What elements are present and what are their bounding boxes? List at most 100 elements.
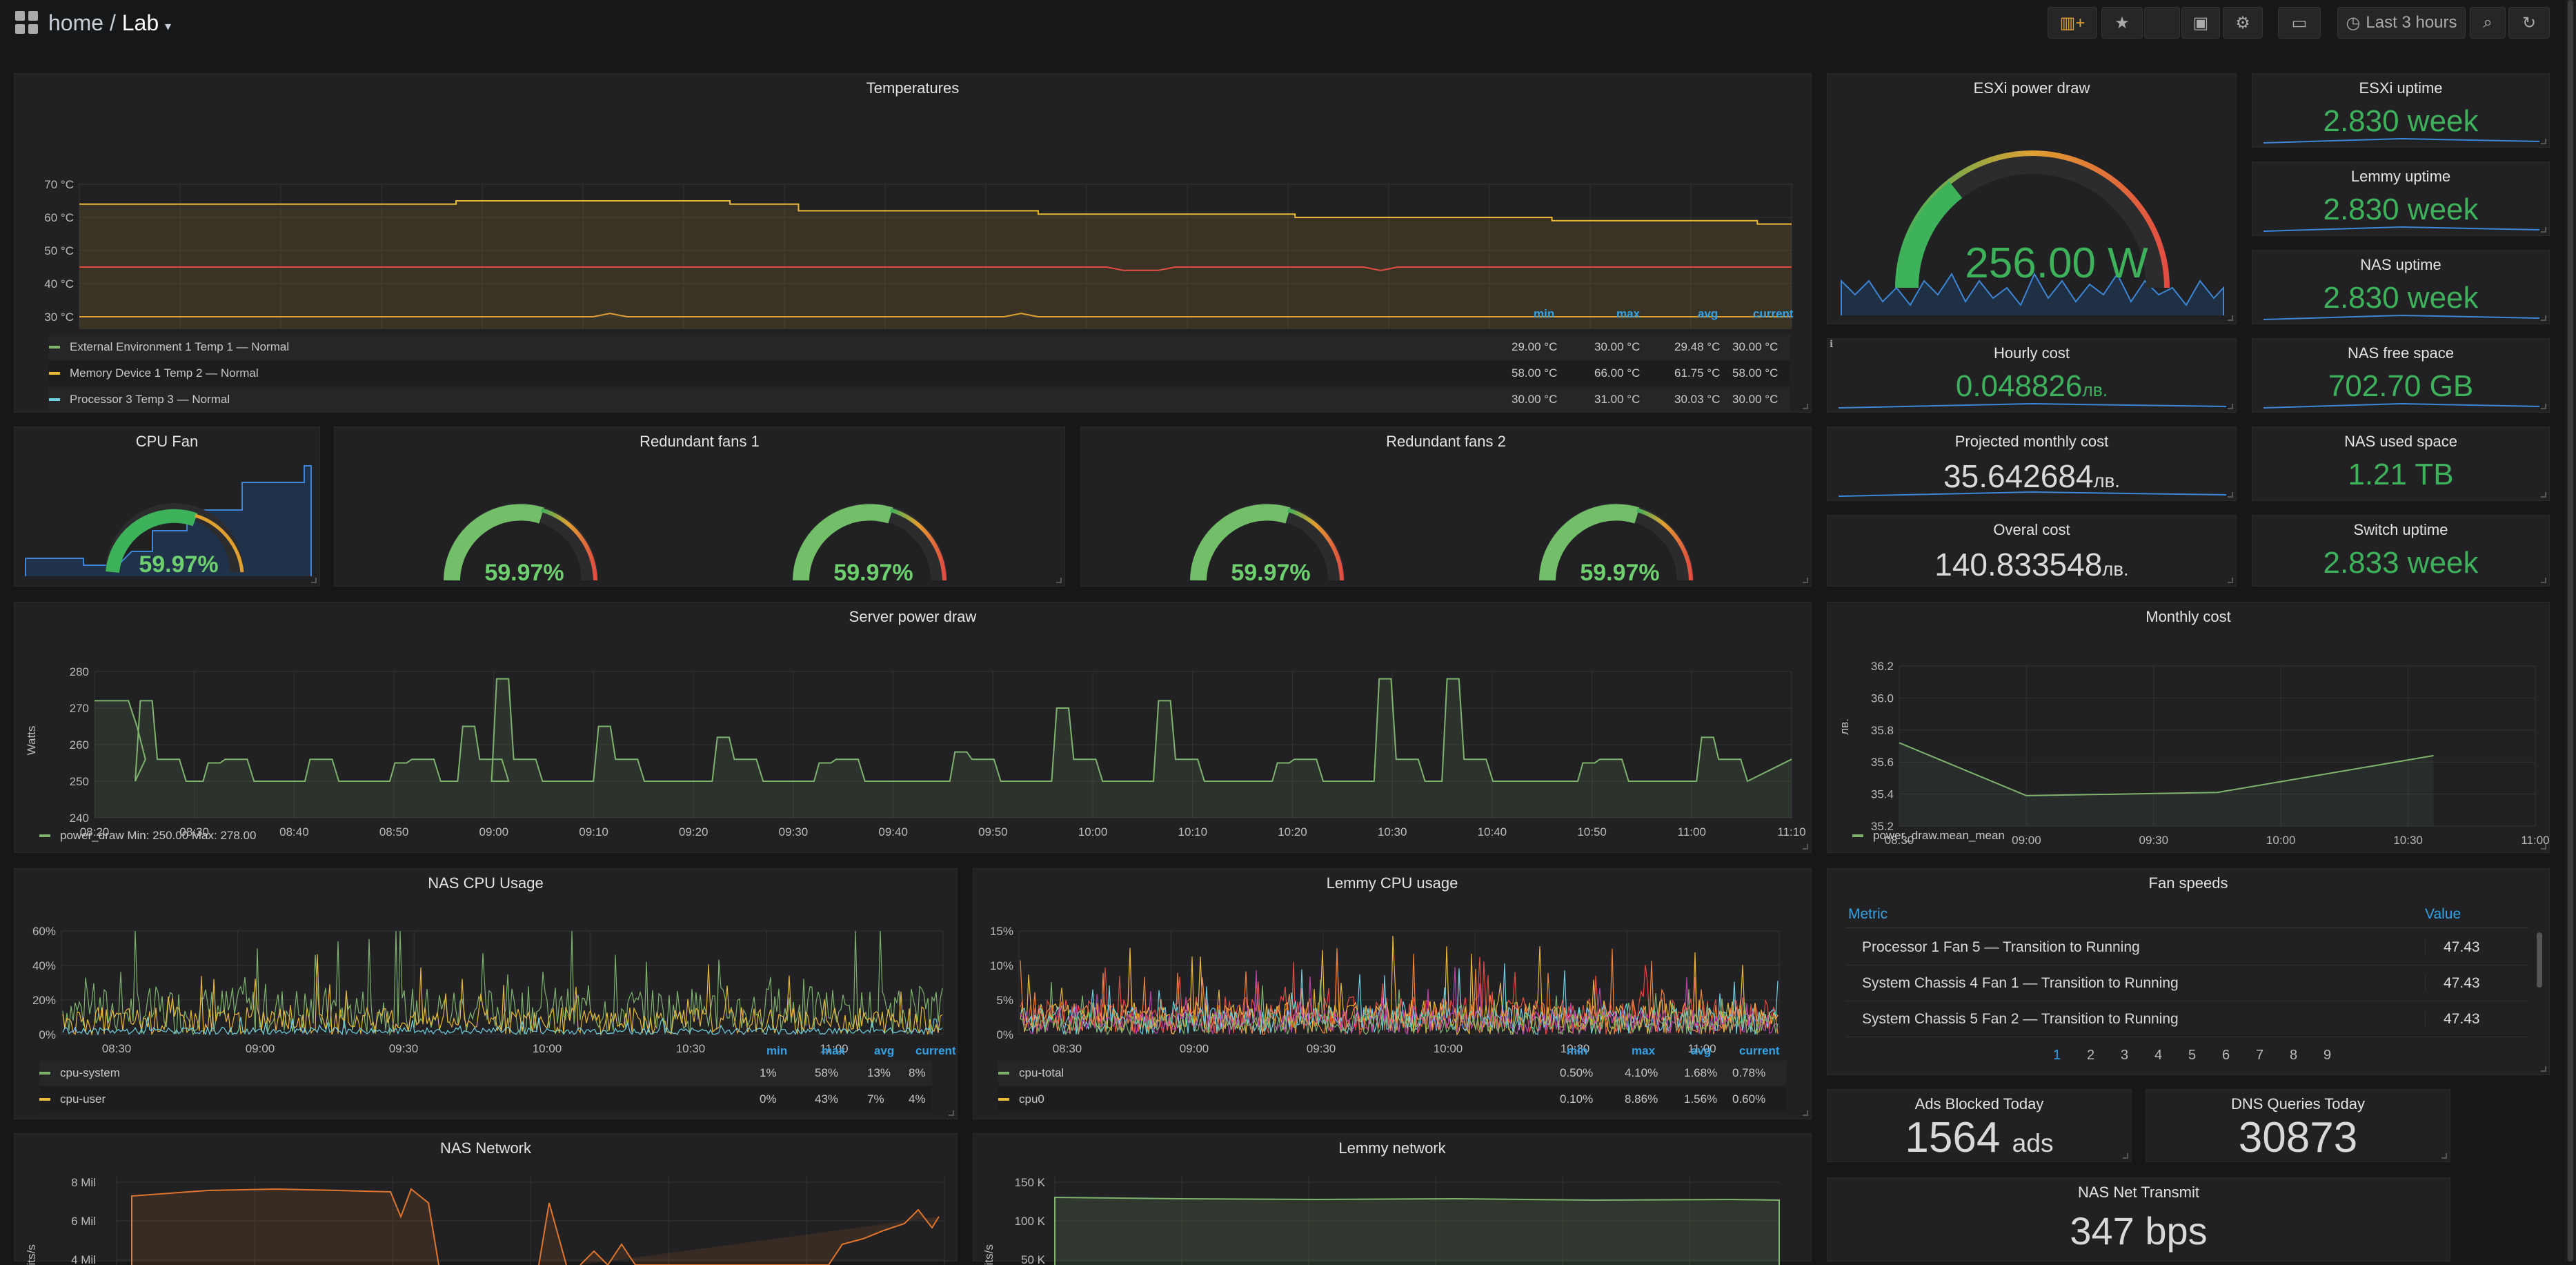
column-header-metric[interactable]: Metric — [1848, 905, 1888, 922]
legend-item[interactable]: Processor 3 Temp 3 — Normal 30.00 °C 31.00… — [49, 387, 1790, 412]
pagination-page-6[interactable]: 6 — [2222, 1048, 2230, 1063]
table-scrollbar[interactable] — [2537, 932, 2542, 988]
lemmy-cpu-chart[interactable]: 15% 10% 5% 0% 08:30 09:00 09:30 10:00 10:30 11:00 — [973, 896, 1812, 1069]
column-header-value[interactable]: Value — [2425, 905, 2461, 922]
pagination-page-4[interactable]: 4 — [2154, 1048, 2163, 1063]
stat-number: 702.70 GB — [2328, 369, 2474, 403]
y-tick-label: 0% — [996, 1028, 1013, 1041]
temperatures-chart[interactable]: 70 °C60 °C50 °C40 °C30 °C20 °C08:2008:30… — [14, 101, 1812, 329]
legend-header-max[interactable]: max — [1632, 1044, 1656, 1057]
pagination-page-5[interactable]: 5 — [2188, 1048, 2197, 1063]
breadcrumb-home[interactable]: home — [48, 10, 104, 35]
legend-header-avg[interactable]: avg — [874, 1044, 895, 1057]
fan-speeds-panel: Fan speeds Metric Value Processor 1 Fan … — [1827, 868, 2550, 1075]
share-button[interactable] — [2144, 7, 2180, 39]
pagination-page-3[interactable]: 3 — [2121, 1048, 2129, 1063]
resize-handle[interactable] — [2541, 578, 2546, 583]
legend-header-max[interactable]: max — [1616, 307, 1641, 320]
legend-avg: 29.48 °C — [1674, 340, 1721, 353]
resize-handle[interactable] — [2228, 404, 2233, 409]
y-axis-label: лв. — [1838, 718, 1851, 735]
resize-handle[interactable] — [2541, 1066, 2546, 1072]
resize-handle[interactable] — [2541, 227, 2546, 233]
add-panel-button[interactable]: ▥+ — [2048, 7, 2097, 39]
stat-number: 2.830 week — [2323, 104, 2479, 138]
table-row[interactable]: Processor 1 Fan 5 — Transition to Runnin… — [1845, 930, 2528, 965]
resize-handle[interactable] — [1803, 578, 1808, 583]
nas-cpu-chart[interactable]: 60% 40% 20% 0% 08:30 09:00 09:30 10:00 10:30 11:0… — [14, 896, 958, 1069]
pagination-page-8[interactable]: 8 — [2290, 1048, 2298, 1063]
nas-network-chart[interactable]: bits/s 8 Mil 6 Mil 4 Mil — [14, 1161, 958, 1265]
resize-handle[interactable] — [2123, 1153, 2128, 1159]
pagination-page-2[interactable]: 2 — [2087, 1048, 2095, 1063]
resize-handle[interactable] — [1803, 404, 1808, 409]
lemmy-uptime-panel: Lemmy uptime 2.830 week — [2252, 161, 2550, 236]
save-button[interactable]: ▣ — [2181, 7, 2220, 39]
legend-header-current[interactable]: current — [1739, 1044, 1780, 1057]
panel-title: NAS Network — [439, 1139, 532, 1157]
redundant-fans-2-panel: Redundant fans 2 59.97% 59.97% — [1080, 426, 1812, 587]
ads-blocked-value: 1564 ads — [1827, 1113, 2131, 1162]
legend-item[interactable]: power_draw Min: 250.00 Max: 278.00 — [39, 823, 256, 848]
legend-header-min[interactable]: min — [1567, 1044, 1588, 1057]
resize-handle[interactable] — [1056, 578, 1062, 583]
x-tick-label: 11:00 — [2521, 834, 2549, 847]
legend-header-min[interactable]: min — [1534, 307, 1555, 320]
chevron-down-icon[interactable]: ▾ — [165, 19, 172, 33]
cpu-series-line — [1020, 948, 1779, 1035]
resize-handle[interactable] — [2441, 1153, 2447, 1159]
legend-item[interactable]: cpu-total 0.50% 4.10% 1.68% 0.78% — [998, 1061, 1786, 1086]
legend-header-min[interactable]: min — [766, 1044, 788, 1057]
resize-handle[interactable] — [2228, 315, 2233, 321]
dashboard-title[interactable]: Lab — [121, 10, 159, 35]
scrollbar-thumb[interactable] — [2568, 0, 2573, 1262]
resize-handle[interactable] — [2541, 315, 2546, 321]
table-row[interactable]: System Chassis 4 Fan 1 — Transition to R… — [1845, 965, 2528, 1001]
resize-handle[interactable] — [1803, 844, 1808, 850]
resize-handle[interactable] — [2228, 492, 2233, 498]
time-picker-button[interactable]: ◷ Last 3 hours — [2337, 7, 2466, 39]
zoom-out-button[interactable]: ⌕ — [2470, 7, 2506, 39]
lemmy-network-chart[interactable]: bits/s 150 K 100 K 50 K — [973, 1161, 1812, 1265]
resize-handle[interactable] — [1803, 1110, 1808, 1116]
pagination-page-7[interactable]: 7 — [2256, 1048, 2264, 1063]
legend-item[interactable]: power_draw.mean_mean — [1852, 823, 2005, 848]
legend-item[interactable]: cpu0 0.10% 8.86% 1.56% 0.60% — [998, 1087, 1786, 1112]
settings-button[interactable]: ⚙ — [2223, 7, 2263, 39]
table-row[interactable]: System Chassis 5 Fan 2 — Transition to R… — [1845, 1001, 2528, 1037]
esxi-power-panel: ESXi power draw 256.00 W — [1827, 73, 2237, 324]
tv-mode-button[interactable]: ▭ — [2278, 7, 2321, 39]
resize-handle[interactable] — [2541, 404, 2546, 409]
x-tick-label: 08:40 — [279, 825, 309, 839]
legend-label: Memory Device 1 Temp 2 — Normal — [70, 366, 259, 380]
legend-item[interactable]: Memory Device 1 Temp 2 — Normal 58.00 °C 6… — [49, 361, 1790, 386]
legend-item[interactable]: cpu-user 0% 43% 7% 4% — [39, 1087, 932, 1112]
zoom-out-icon: ⌕ — [2483, 13, 2493, 32]
x-tick-label: 11:00 — [1678, 825, 1706, 839]
resize-handle[interactable] — [949, 1110, 954, 1116]
legend-item[interactable]: External Environment 1 Temp 1 — Normal 29… — [49, 335, 1790, 360]
legend-header-avg[interactable]: avg — [1691, 1044, 1712, 1057]
legend-header-current[interactable]: current — [1753, 307, 1794, 320]
refresh-button[interactable]: ↻ — [2508, 7, 2550, 39]
legend-current: 30.00 °C — [1732, 340, 1779, 353]
fan-gauge: 59.97% — [1539, 503, 1694, 586]
monthly-cost-chart[interactable]: лв. 36.2 36.0 35.8 35.6 35.4 35.208:30 09:00 09… — [1827, 630, 2550, 851]
resize-handle[interactable] — [2541, 844, 2546, 850]
resize-handle[interactable] — [311, 578, 317, 583]
page-scrollbar[interactable] — [2565, 0, 2576, 1262]
x-tick-label: 09:40 — [878, 825, 908, 839]
legend-header-current[interactable]: current — [915, 1044, 956, 1057]
resize-handle[interactable] — [2541, 492, 2546, 498]
pagination-page-9[interactable]: 9 — [2324, 1048, 2332, 1063]
dashboard-grid-icon[interactable] — [15, 11, 39, 35]
legend-header-avg[interactable]: avg — [1698, 307, 1718, 320]
pagination-page-1[interactable]: 1 — [2053, 1048, 2061, 1063]
legend-item[interactable]: cpu-system 1% 58% 13% 8% — [39, 1061, 932, 1086]
legend-header-max[interactable]: max — [822, 1044, 846, 1057]
info-icon[interactable]: ℹ — [1830, 338, 1834, 349]
star-button[interactable]: ★ — [2101, 7, 2143, 39]
resize-handle[interactable] — [2541, 139, 2546, 144]
resize-handle[interactable] — [2228, 578, 2233, 583]
